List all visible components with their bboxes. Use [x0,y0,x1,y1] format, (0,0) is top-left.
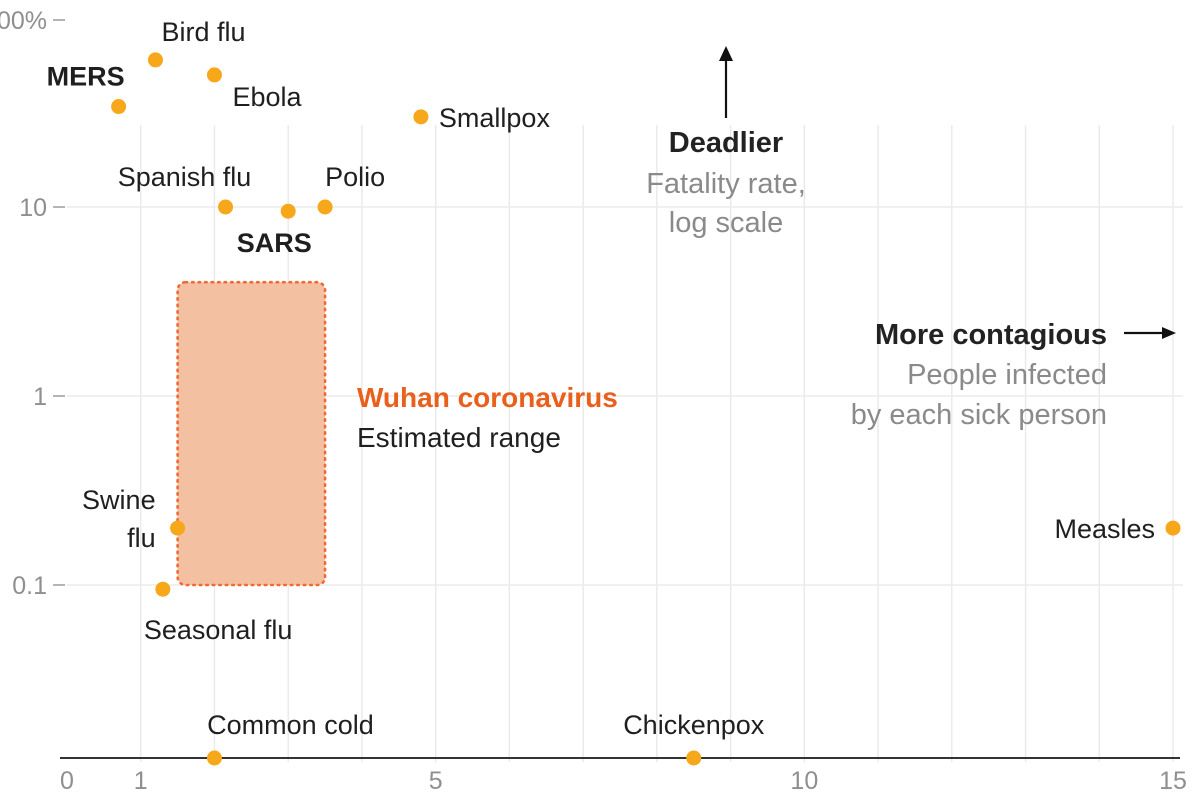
point-smallpox [413,109,429,125]
point-spanish-flu [218,199,234,215]
point-polio [317,199,333,215]
label-mers: MERS [47,62,125,92]
grid-layer [67,125,1183,762]
label-polio: Polio [325,162,385,192]
x-tick-label-15: 15 [1159,767,1187,795]
x-tick-label-5: 5 [429,767,443,795]
range-layer: Wuhan coronavirus Estimated range [176,280,618,587]
point-mers [111,99,127,115]
range-subtitle-label: Estimated range [357,422,561,453]
label-measles: Measles [1054,514,1155,544]
contagious-arrow-head [1162,327,1176,339]
point-seasonal-flu [155,581,171,597]
point-ebola [206,67,222,83]
label-smallpox: Smallpox [439,103,551,133]
label-seasonal-flu: Seasonal flu [144,615,293,645]
label-swine-flu-line-2: flu [127,523,156,553]
label-spanish-flu: Spanish flu [118,162,252,192]
point-layer: MERS Bird flu Ebola Smallpox Spanish flu SARS… [47,17,1181,766]
contagious-subtitle-line-2: by each sick person [851,399,1107,431]
y-tick-label-1: 1 [33,383,47,411]
deadlier-title: Deadlier [669,127,783,159]
deadlier-subtitle-line-2: log scale [669,207,783,239]
point-sars [280,203,296,219]
x-tick-label-0: 0 [60,767,74,795]
deadlier-subtitle-line-1: Fatality rate, [646,168,806,200]
label-swine-flu-line-1: Swine [82,485,156,515]
y-tick-label-0.1: 0.1 [12,572,47,600]
label-sars: SARS [237,228,312,258]
label-chickenpox: Chickenpox [623,710,765,740]
point-bird-flu [147,52,163,68]
label-ebola: Ebola [232,82,302,112]
point-swine-flu [170,520,186,536]
point-measles [1165,520,1181,536]
x-tick-label-1: 1 [134,767,148,795]
wuhan-coronavirus-range-box [176,280,327,587]
annotation-layer: Deadlier Fatality rate, log scale More cont… [646,46,1176,431]
point-common-cold [206,750,222,766]
contagious-subtitle-line-1: People infected [907,359,1107,391]
y-tick-label-100%: 100% [0,7,47,35]
label-common-cold: Common cold [207,710,374,740]
label-bird-flu: Bird flu [161,17,245,47]
contagious-title: More contagious [875,319,1107,351]
x-tick-label-10: 10 [790,767,818,795]
point-chickenpox [686,750,702,766]
range-title-label: Wuhan coronavirus [357,382,618,413]
deadlier-arrow-head [719,46,733,61]
y-tick-label-10: 10 [19,194,47,222]
